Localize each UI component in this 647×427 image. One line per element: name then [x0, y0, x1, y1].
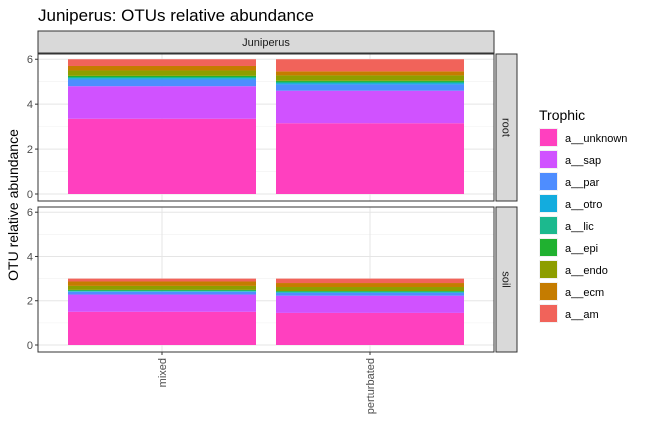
bar-segment-soil-perturbated-a__ecm — [276, 283, 464, 288]
bar-segment-soil-perturbated-a__unknown — [276, 312, 464, 345]
bar-segment-root-perturbated-a__otro — [276, 83, 464, 85]
legend-label: a__otro — [565, 199, 602, 211]
legend-item-a__otro: a__otro — [539, 194, 602, 213]
legend-label: a__par — [565, 177, 600, 189]
legend-item-a__par: a__par — [539, 172, 600, 191]
bar-segment-soil-perturbated-a__par — [276, 292, 464, 296]
column-facet-strip: Juniperus — [37, 30, 495, 54]
legend-label: a__epi — [565, 243, 598, 255]
bar-segment-root-perturbated-a__unknown — [276, 123, 464, 194]
y-tick-label: 2 — [27, 144, 33, 156]
x-tick-label: mixed — [157, 358, 169, 387]
legend-key — [540, 305, 557, 322]
y-tick-label: 0 — [27, 189, 33, 201]
bar-segment-root-mixed-a__endo — [68, 70, 256, 76]
legend-key — [540, 195, 557, 212]
bar-segment-soil-perturbated-a__am — [276, 278, 464, 284]
bar-segment-soil-mixed-a__unknown — [68, 311, 256, 345]
legend-label: a__endo — [565, 265, 608, 277]
bar-segment-root-perturbated-a__am — [276, 59, 464, 72]
legend-item-a__lic: a__lic — [539, 216, 594, 235]
legend-item-a__unknown: a__unknown — [539, 128, 627, 147]
bar-segment-soil-mixed-a__sap — [68, 294, 256, 312]
y-tick-label: 2 — [27, 296, 33, 308]
bar-segment-soil-mixed-a__lic — [68, 290, 256, 292]
row-facet-label: root — [500, 118, 512, 137]
plot-panels: root soil — [37, 53, 518, 353]
legend-key — [540, 217, 557, 234]
bar-segment-root-perturbated-a__endo — [276, 75, 464, 81]
row-facet-label: soil — [500, 271, 512, 288]
x-tick-label: perturbated — [365, 358, 377, 414]
y-tick-label: 6 — [27, 54, 33, 66]
bar-segment-soil-mixed-a__otro — [68, 291, 256, 292]
legend-label: a__sap — [565, 155, 601, 167]
legend-label: a__unknown — [565, 133, 627, 145]
panel-root: root — [37, 53, 518, 202]
bar-segment-root-perturbated-a__lic — [276, 81, 464, 84]
bar-segment-root-mixed-a__par — [68, 79, 256, 87]
y-tick-label: 4 — [27, 99, 33, 111]
legend-item-a__sap: a__sap — [539, 150, 601, 169]
bar-segment-root-perturbated-a__ecm — [276, 71, 464, 76]
panel-border — [37, 206, 495, 353]
bar-segment-root-mixed-a__epi — [68, 75, 256, 77]
chart-title: Juniperus: OTUs relative abundance — [38, 6, 314, 25]
bar-segment-soil-mixed-a__endo — [68, 285, 256, 290]
row-facet-strip — [495, 53, 518, 202]
bar-segment-root-mixed-a__am — [68, 59, 256, 66]
legend-key — [540, 151, 557, 168]
y-axes: 0 2 4 6 0 2 4 6 — [27, 54, 38, 352]
panel-soil: soil — [37, 206, 518, 353]
y-tick-label: 6 — [27, 207, 33, 219]
bar-segment-root-mixed-a__sap — [68, 86, 256, 119]
y-axis-title: OTU relative abundance — [5, 129, 21, 281]
bar-segment-root-mixed-a__ecm — [68, 65, 256, 71]
bar-segment-root-perturbated-a__par — [276, 84, 464, 91]
bar-segment-root-perturbated-a__sap — [276, 90, 464, 124]
bar-segment-root-mixed-a__lic — [68, 76, 256, 79]
legend-key — [540, 129, 557, 146]
bar-segment-root-mixed-a__otro — [68, 78, 256, 80]
column-facet-label: Juniperus — [242, 37, 290, 49]
bar-segment-root-perturbated-a__epi — [276, 80, 464, 82]
bar-segment-soil-mixed-a__am — [68, 278, 256, 282]
legend-label: a__lic — [565, 221, 594, 233]
bar-segment-soil-perturbated-a__epi — [276, 291, 464, 292]
legend-label: a__am — [565, 309, 599, 321]
legend-item-a__am: a__am — [539, 304, 599, 323]
legend-key — [540, 283, 557, 300]
bar-segment-soil-perturbated-a__lic — [276, 291, 464, 293]
bar-segment-soil-mixed-a__ecm — [68, 281, 256, 286]
legend-title: Trophic — [539, 107, 585, 123]
bar-segment-soil-perturbated-a__endo — [276, 287, 464, 291]
x-axis: mixed perturbated — [157, 352, 377, 414]
y-tick-label: 0 — [27, 340, 33, 352]
bar-segment-soil-mixed-a__par — [68, 291, 256, 295]
legend-label: a__ecm — [565, 287, 604, 299]
legend-item-a__endo: a__endo — [539, 260, 608, 279]
legend-key — [540, 239, 557, 256]
bar-segment-root-mixed-a__unknown — [68, 118, 256, 194]
legend-item-a__epi: a__epi — [539, 238, 598, 257]
bar-segment-soil-mixed-a__epi — [68, 289, 256, 291]
panel-border — [37, 53, 495, 202]
y-tick-label: 4 — [27, 251, 33, 263]
legend-item-a__ecm: a__ecm — [539, 282, 604, 301]
legend-key — [540, 261, 557, 278]
legend-key — [540, 173, 557, 190]
row-facet-strip — [495, 206, 518, 353]
bar-segment-soil-perturbated-a__sap — [276, 295, 464, 313]
legend: Trophic a__unknown a__sap a__par a__otro a__… — [539, 107, 627, 323]
bar-segment-soil-perturbated-a__otro — [276, 292, 464, 293]
